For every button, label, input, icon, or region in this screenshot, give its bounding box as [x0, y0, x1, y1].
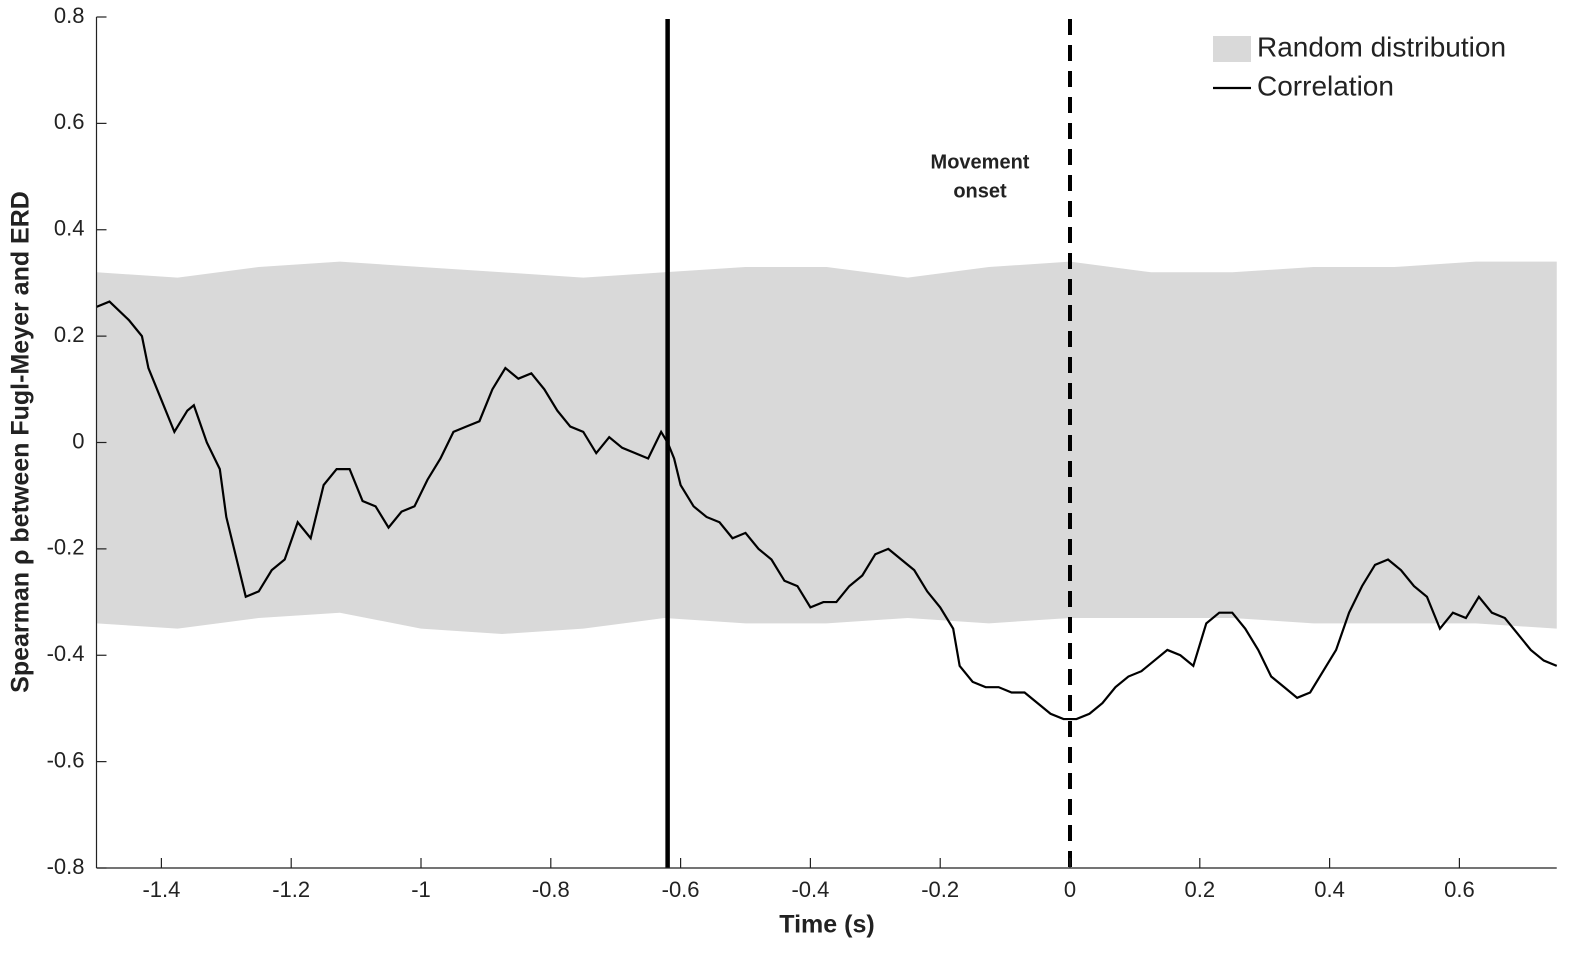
y-tick-label: -0.8 — [47, 854, 85, 879]
plot-area — [96, 261, 1558, 721]
annotation: onset — [953, 180, 1007, 202]
y-axis-title: Spearman ρ between Fugl-Meyer and ERD — [7, 191, 35, 693]
y-tick-label: 0.8 — [54, 3, 85, 28]
band-area — [96, 261, 1557, 634]
y-tick-label: -0.2 — [47, 535, 85, 560]
annotation: Movement — [931, 151, 1030, 173]
x-tick-label: -0.6 — [662, 877, 700, 902]
y-tick-label: 0.4 — [54, 216, 85, 241]
x-axis-title: Time (s) — [779, 911, 874, 939]
x-tick-label: 0.4 — [1314, 877, 1345, 902]
y-tick-label: 0.6 — [54, 109, 85, 134]
x-tick-label: 0.6 — [1444, 877, 1475, 902]
x-tick-label: -1.2 — [272, 877, 310, 902]
x-tick-label: -1 — [411, 877, 431, 902]
x-tick-label: 0 — [1064, 877, 1076, 902]
x-tick-label: 0.2 — [1185, 877, 1216, 902]
y-tick-label: 0.2 — [54, 322, 85, 347]
legend: Random distribution Correlation — [1213, 31, 1506, 101]
y-tick-label: -0.4 — [47, 641, 85, 666]
x-tick-label: -0.8 — [532, 877, 570, 902]
y-tick-label: -0.6 — [47, 747, 85, 772]
x-tick-label: -0.4 — [791, 877, 829, 902]
line — [96, 300, 1558, 721]
y-tick-label: 0 — [72, 428, 84, 453]
legend-swatch — [1213, 36, 1251, 62]
legend-label: Random distribution — [1257, 31, 1506, 62]
x-tick-label: -0.2 — [921, 877, 959, 902]
x-tick-label: -1.4 — [142, 877, 180, 902]
legend-label: Correlation — [1257, 70, 1394, 101]
